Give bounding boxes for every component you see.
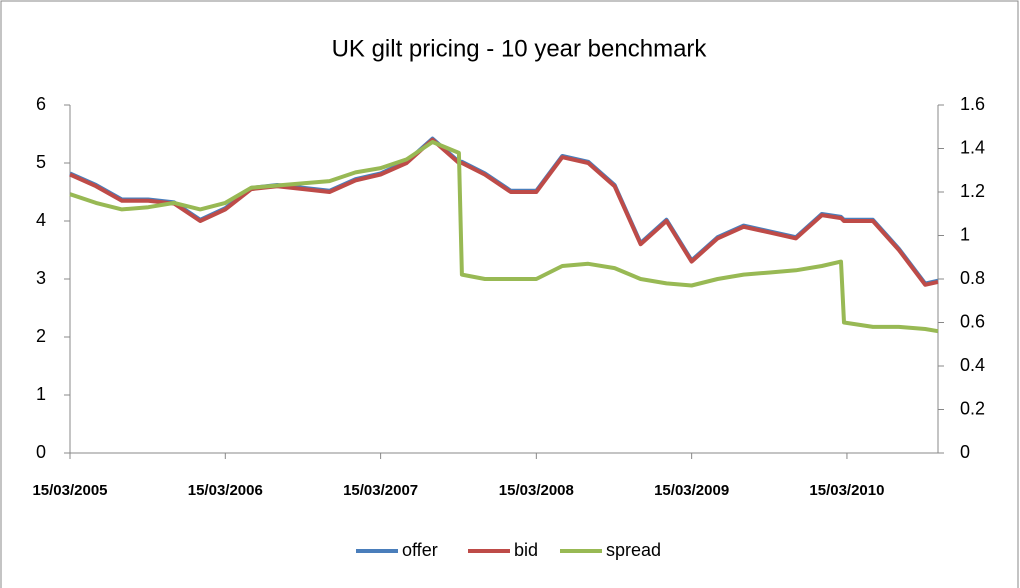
y2-tick-label: 0 [960,442,970,462]
series-line [69,140,939,334]
y-tick-label: 0 [36,442,46,462]
y2-tick-label: 1 [960,224,970,244]
series-line [69,137,939,287]
x-tick-label: 15/03/2007 [343,482,418,499]
x-tick-label: 15/03/2008 [499,482,574,499]
legend-label: spread [606,540,661,560]
legend-label: offer [402,540,438,560]
y-tick-label: 5 [36,152,46,172]
x-tick-label: 15/03/2006 [188,482,263,499]
y-tick-label: 3 [36,268,46,288]
x-tick-label: 15/03/2010 [809,482,884,499]
y2-tick-label: 0.8 [960,268,985,288]
chart-title: UK gilt pricing - 10 year benchmark [332,35,708,62]
y2-tick-label: 0.6 [960,311,985,331]
legend-label: bid [514,540,538,560]
y2-tick-label: 0.2 [960,398,985,418]
y-tick-label: 1 [36,384,46,404]
y-tick-label: 6 [36,94,46,114]
y-tick-label: 4 [36,210,46,230]
y2-tick-label: 1.4 [960,137,985,157]
y-tick-label: 2 [36,326,46,346]
y2-tick-label: 1.2 [960,181,985,201]
x-tick-label: 15/03/2009 [654,482,729,499]
x-tick-label: 15/03/2005 [32,482,107,499]
y2-tick-label: 0.4 [960,355,985,375]
y2-tick-label: 1.6 [960,94,985,114]
